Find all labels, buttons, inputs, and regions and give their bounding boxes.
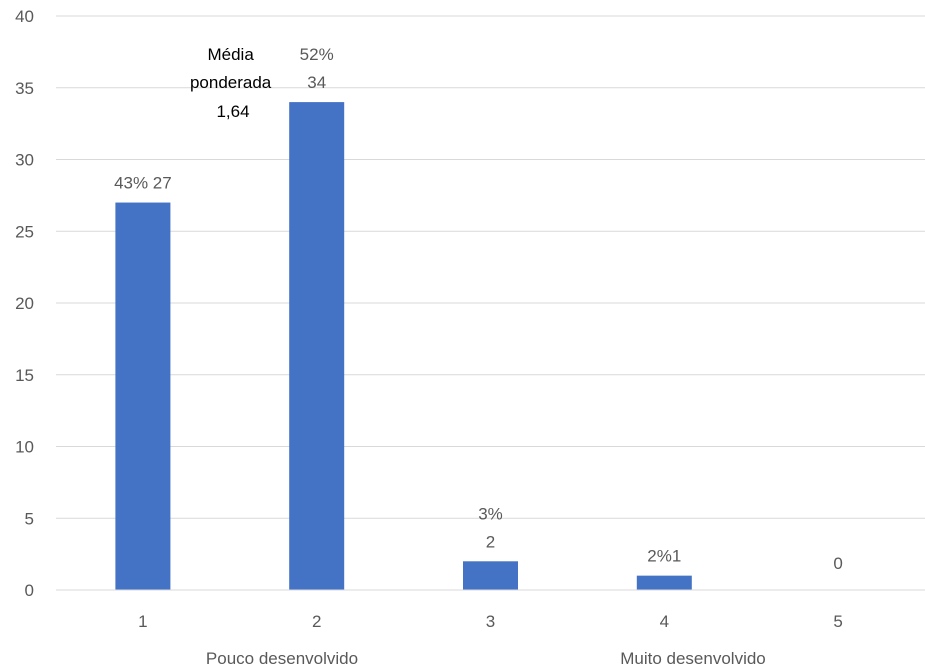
y-tick-label: 35: [15, 79, 34, 98]
y-tick-label: 5: [25, 509, 34, 528]
group-label-high: Muito desenvolvido: [620, 649, 766, 668]
y-tick-label: 40: [15, 7, 34, 26]
y-tick-label: 0: [25, 581, 34, 600]
annotation-line-2: ponderada: [190, 73, 272, 92]
annotation-media-ponderada: Média ponderada 1,64: [190, 45, 276, 121]
data-label-line: 43% 27: [114, 174, 172, 193]
bar: [289, 102, 345, 590]
data-label-line: 2%1: [647, 547, 681, 566]
x-tick-label: 1: [138, 612, 147, 631]
x-axis-ticks: 1 2 3 4 5: [138, 612, 843, 631]
data-label: 3% 2: [478, 504, 503, 551]
x-tick-label: 3: [486, 612, 495, 631]
bars: [115, 102, 692, 591]
y-tick-label: 25: [15, 222, 34, 241]
y-tick-label: 15: [15, 366, 34, 385]
data-label-line: 3%: [478, 504, 503, 523]
data-label-line: 0: [833, 554, 842, 573]
x-tick-label: 5: [833, 612, 842, 631]
x-tick-label: 2: [312, 612, 321, 631]
bar: [115, 202, 171, 591]
data-label-line: 34: [307, 73, 326, 92]
annotation-line-3: 1,64: [216, 102, 249, 121]
bar: [463, 561, 518, 590]
data-label: 52% 34: [300, 45, 334, 92]
x-tick-label: 4: [660, 612, 669, 631]
group-label-low: Pouco desenvolvido: [206, 649, 358, 668]
data-label: 0: [833, 554, 842, 573]
data-label-line: 52%: [300, 45, 334, 64]
data-label: 2%1: [647, 547, 681, 566]
y-tick-label: 10: [15, 438, 34, 457]
bar: [636, 575, 692, 590]
data-label-line: 2: [486, 532, 495, 551]
data-label: 43% 27: [114, 174, 172, 193]
annotation-line-1: Média: [207, 45, 254, 64]
y-tick-label: 30: [15, 151, 34, 170]
y-tick-label: 20: [15, 294, 34, 313]
gridlines: [56, 15, 925, 519]
y-axis-ticks: 0 5 10 15 20 25 30 35 40: [15, 7, 34, 600]
